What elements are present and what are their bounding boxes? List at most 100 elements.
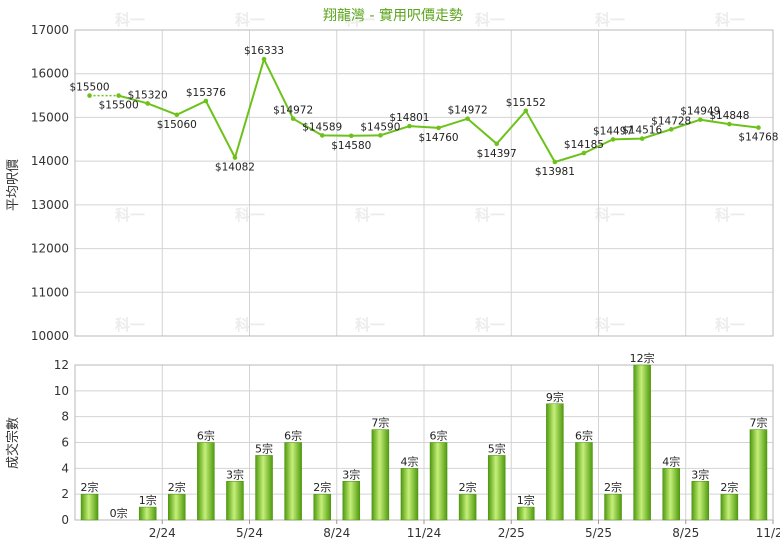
top-y-tick-label: 11000 — [31, 285, 69, 299]
watermark-text: 科一 — [345, 11, 375, 29]
line-data-label: $14949 — [680, 106, 720, 118]
bar — [197, 442, 215, 521]
watermark-text: 科一 — [115, 316, 145, 334]
line-data-label: $14589 — [302, 121, 342, 133]
bottom-y-tick-label: 0 — [61, 513, 69, 527]
line-data-label: $14728 — [651, 115, 691, 127]
bar-data-label: 12宗 — [630, 351, 655, 365]
top-y-axis-label: 平均呎價 — [6, 159, 21, 211]
bar-data-label: 3宗 — [691, 467, 709, 481]
top-y-tick-label: 15000 — [31, 110, 69, 124]
line-data-label: $15376 — [186, 87, 226, 99]
watermark-text: 科一 — [715, 316, 745, 334]
line-point — [581, 150, 587, 156]
line-data-label: $14580 — [331, 140, 371, 152]
watermark-text: 科一 — [355, 206, 385, 224]
line-data-label: $15500 — [69, 82, 109, 94]
top-y-tick-label: 16000 — [31, 67, 69, 81]
bar-data-label: 0宗 — [110, 506, 128, 520]
bar-data-label: 5宗 — [488, 441, 506, 455]
line-data-label: $16333 — [244, 45, 284, 57]
line-data-label: $14497 — [593, 125, 633, 137]
bar — [749, 429, 768, 521]
top-y-tick-label: 17000 — [31, 23, 69, 37]
bar-data-label: 5宗 — [255, 441, 273, 455]
bar-data-label: 3宗 — [226, 467, 244, 481]
top-plot-frame — [74, 29, 774, 337]
watermark-text: 科一 — [475, 316, 505, 334]
bar-data-label: 4宗 — [400, 454, 418, 468]
bar-data-label: 2宗 — [459, 480, 477, 494]
bar — [604, 493, 622, 521]
line-point — [116, 93, 121, 98]
chart-title: 翔龍灣 - 實用呎價走勢 — [323, 7, 463, 24]
bar — [284, 442, 302, 521]
line-point — [436, 125, 441, 131]
line-data-label: $14590 — [360, 121, 400, 133]
bar-data-label: 9宗 — [546, 390, 564, 404]
line-point — [610, 137, 616, 142]
bottom-y-tick-label: 8 — [61, 410, 69, 424]
bar — [633, 364, 651, 521]
watermark-text: 科一 — [115, 11, 145, 29]
bar-data-label: 2宗 — [313, 480, 331, 494]
bar-data-label: 6宗 — [197, 429, 215, 443]
bar — [255, 455, 273, 521]
top-y-tick-label: 12000 — [31, 242, 69, 256]
bar-data-label: 3宗 — [342, 467, 360, 481]
top-y-tick-label: 13000 — [31, 198, 69, 212]
line-point — [87, 93, 92, 98]
bar-data-label: 4宗 — [662, 454, 680, 468]
line-series — [118, 56, 759, 164]
line-point — [552, 159, 558, 165]
x-tick-label: 8/25 — [672, 526, 699, 540]
bar-data-label: 6宗 — [430, 429, 448, 443]
watermark-text: 科一 — [595, 206, 625, 224]
watermark-text: 科一 — [475, 206, 505, 224]
line-point — [639, 136, 645, 141]
bar — [429, 442, 448, 521]
x-tick-label: 11/24 — [407, 526, 442, 540]
bar-data-label: 1宗 — [517, 493, 535, 507]
x-tick-label: 5/25 — [585, 526, 612, 540]
bar — [662, 468, 680, 521]
bar-data-label: 2宗 — [81, 480, 99, 494]
line-point — [378, 133, 383, 138]
bar — [517, 506, 535, 521]
bar-data-label: 6宗 — [575, 429, 593, 443]
line-point — [261, 56, 267, 62]
bar-data-label: 2宗 — [168, 480, 186, 494]
bar-data-label: 2宗 — [604, 480, 622, 494]
line-point — [523, 108, 529, 114]
line-data-label: $14185 — [564, 139, 604, 151]
line-data-label: $15152 — [506, 97, 546, 109]
bar-data-label: 2宗 — [720, 480, 738, 494]
line-point — [174, 112, 180, 118]
x-tick-label: 8/24 — [323, 526, 350, 540]
line-data-label: $15500 — [99, 100, 139, 112]
line-data-label: $14972 — [273, 105, 313, 117]
line-point — [290, 116, 296, 121]
line-data-label: $14972 — [448, 105, 488, 117]
bar-data-label: 6宗 — [284, 429, 302, 443]
line-data-label: $14768 — [738, 132, 778, 144]
bar — [691, 481, 710, 521]
line-point — [319, 133, 325, 138]
x-tick-label: 11/25 — [756, 526, 780, 540]
top-y-tick-label: 14000 — [31, 154, 69, 168]
bottom-y-tick-label: 2 — [61, 487, 69, 501]
line-data-label: $14397 — [477, 148, 517, 160]
bottom-y-tick-label: 12 — [54, 358, 69, 372]
line-point — [465, 116, 470, 121]
bar-data-label: 7宗 — [371, 416, 389, 430]
x-tick-label: 2/24 — [149, 526, 176, 540]
line-point — [145, 101, 151, 106]
bar — [487, 455, 506, 521]
bar — [226, 481, 244, 521]
line-point — [232, 155, 238, 160]
bottom-y-axis-label: 成交宗數 — [5, 417, 21, 469]
line-point — [494, 141, 500, 147]
bottom-y-tick-label: 6 — [61, 436, 69, 450]
